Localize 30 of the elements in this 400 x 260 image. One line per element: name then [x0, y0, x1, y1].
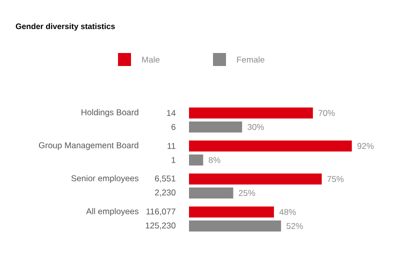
- bar: [189, 122, 242, 132]
- text: 125,230: [146, 222, 176, 230]
- data-label: 48%: [279, 209, 296, 215]
- bar: [189, 206, 274, 218]
- bar: [189, 173, 322, 184]
- text: 116,077: [146, 208, 176, 216]
- legend-label: Female: [237, 56, 264, 63]
- y-tick-label: Group Management Board: [38, 142, 138, 150]
- bar: [189, 140, 352, 152]
- y-tick-label: All employees: [86, 208, 138, 216]
- text: 14: [167, 110, 176, 116]
- bar: [189, 108, 313, 118]
- data-label: 30%: [248, 124, 264, 130]
- text: 6: [172, 124, 176, 130]
- text: 1: [172, 157, 176, 163]
- y-tick-label: Holdings Board: [82, 109, 138, 117]
- data-label: 25%: [238, 190, 256, 196]
- bar: [189, 154, 204, 166]
- y-tick-label: Senior employees: [71, 175, 138, 183]
- bar: [189, 220, 282, 232]
- text: 11: [168, 143, 176, 149]
- text: 2,230: [155, 190, 176, 196]
- data-label: 8%: [208, 157, 220, 163]
- legend-label: Male: [142, 56, 160, 63]
- bar: [189, 187, 234, 198]
- data-label: 52%: [286, 223, 303, 229]
- data-label: 70%: [318, 110, 335, 116]
- text: 6,551: [155, 176, 176, 182]
- data-label: 75%: [327, 176, 344, 182]
- data-label: 92%: [357, 143, 374, 149]
